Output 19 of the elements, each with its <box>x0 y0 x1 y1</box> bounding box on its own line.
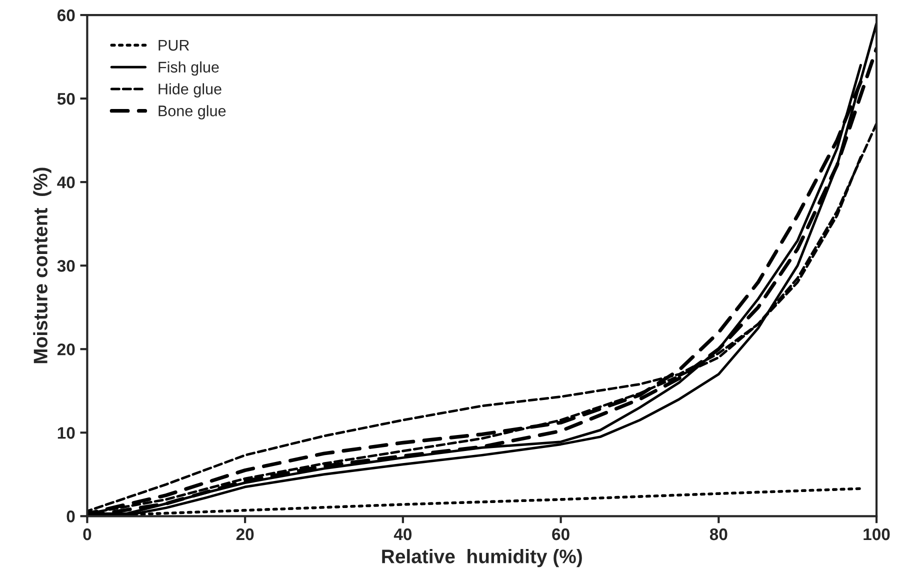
x-tick-label: 20 <box>236 528 254 540</box>
x-tick-label: 100 <box>864 528 890 540</box>
y-tick-label: 50 <box>57 92 75 105</box>
x-tick-label: 40 <box>394 528 412 540</box>
x-tick-label: 0 <box>83 528 92 540</box>
y-tick-label: 10 <box>58 427 75 439</box>
legend-label: Hide glue <box>158 83 222 98</box>
legend-label: Bone glue <box>158 105 226 120</box>
y-tick-label: 30 <box>57 260 75 272</box>
x-tick-label: 80 <box>710 528 728 540</box>
y-tick-label: 40 <box>57 176 75 188</box>
y-tick-label: 20 <box>57 344 75 356</box>
legend-label: Fish glue <box>158 61 219 76</box>
x-axis-title: Relative humidity (%) <box>382 549 582 568</box>
legend-label: PUR <box>158 40 190 51</box>
y-axis-title: Moisture content (%) <box>33 168 52 364</box>
y-tick-label: 0 <box>66 510 75 522</box>
y-tick-label: 60 <box>57 9 75 22</box>
x-tick-label: 60 <box>552 528 570 540</box>
